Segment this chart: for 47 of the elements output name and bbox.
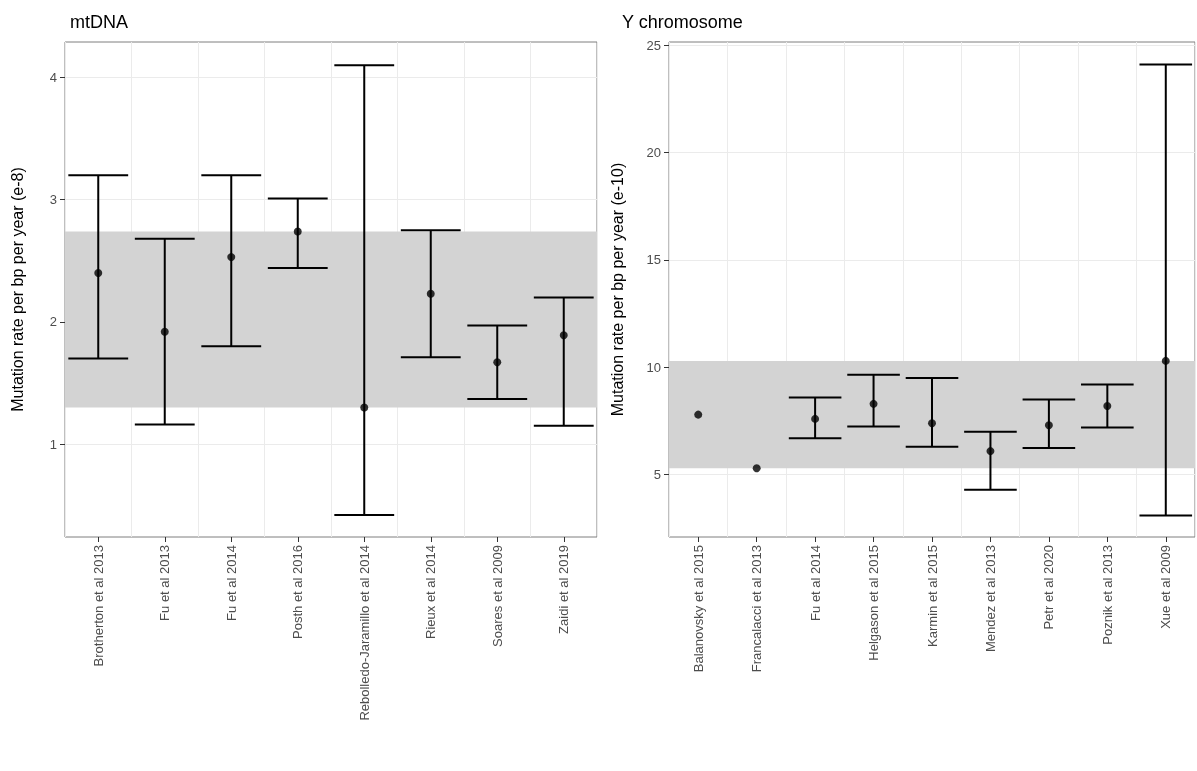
x-tick-label: Rebolledo-Jaramillo et al 2014 [356,545,372,721]
point [94,269,103,277]
x-tick-label: Poznik et al 2013 [1099,545,1115,645]
y-tick-label: 2 [49,314,57,330]
x-tick-label: Fu et al 2014 [807,545,823,621]
x-tick-label: Zaidi et al 2019 [556,545,572,634]
point [160,327,169,336]
y-tick-label: 3 [49,192,57,208]
point [869,399,878,408]
point [752,464,761,473]
x-tick-label: Helgason et al 2015 [866,545,882,661]
chart-title: mtDNA [70,12,128,32]
y-tick-label: 20 [646,145,661,161]
x-tick-label: Xue et al 2009 [1158,545,1174,629]
point [811,414,820,423]
point [426,289,435,298]
chart-title: Y chromosome [622,12,743,32]
point [694,410,703,419]
point [493,358,502,367]
point [559,331,568,340]
point [1103,402,1112,410]
x-tick-label: Balanovsky et al 2015 [690,545,706,673]
x-tick-label: Petr et al 2020 [1041,545,1057,630]
y-tick-label: 15 [646,252,661,268]
y-tick-label: 5 [653,467,661,483]
point [227,253,236,262]
point [986,447,995,456]
y-tick-label: 4 [49,69,57,85]
y-tick-label: 25 [646,37,661,53]
point [360,403,369,412]
x-tick-label: Soares et al 2009 [489,545,505,647]
x-tick-label: Mendez et al 2013 [982,545,998,652]
point [928,419,936,428]
x-tick-label: Francalacci et al 2013 [749,545,765,673]
x-tick-label: Fu et al 2013 [157,545,173,621]
x-tick-label: Rieux et al 2014 [423,545,439,639]
point [293,227,302,236]
x-tick-label: Brotherton et al 2013 [90,545,106,667]
x-tick-label: Posth et al 2016 [290,545,306,639]
point [1161,356,1170,365]
x-tick-label: Karmin et al 2015 [924,545,940,647]
y-axis-title: Mutation rate per bp per year (e-10) [608,162,626,417]
y-tick-label: 1 [49,436,57,452]
point [1044,421,1053,430]
y-tick-label: 10 [646,359,661,375]
x-tick-label: Fu et al 2014 [223,545,239,621]
y-axis-title: Mutation rate per bp per year (e-8) [8,167,26,412]
